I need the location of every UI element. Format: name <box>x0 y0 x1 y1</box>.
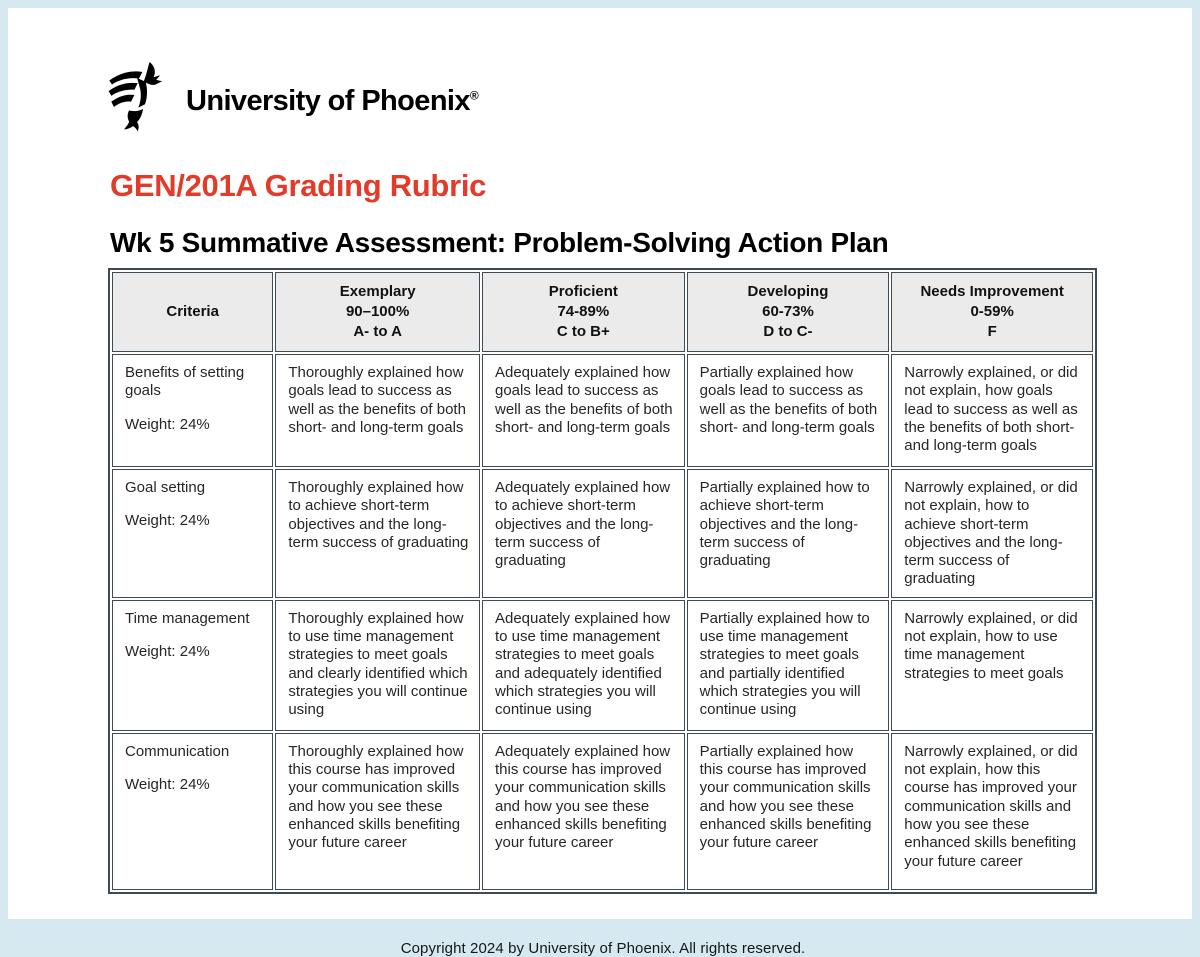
header-cell-exemplary: Exemplary 90–100% A- to A <box>275 272 480 352</box>
cell-exemplary: Thoroughly explained how goals lead to s… <box>275 354 480 467</box>
cell-proficient: Adequately explained how to achieve shor… <box>481 469 685 598</box>
column-title: Needs Improvement <box>920 283 1064 301</box>
cell-proficient: Adequately explained how to use time man… <box>481 599 685 731</box>
table-row-benefits-of-setting-goals: Benefits of setting goals Weight: 24% Th… <box>112 354 1093 467</box>
criterion-weight: Weight: 24% <box>125 776 210 794</box>
table-row-communication: Communication Weight: 24% Thoroughly exp… <box>112 732 1093 890</box>
criterion-cell: Goal setting Weight: 24% <box>112 469 274 598</box>
cell-proficient: Adequately explained how goals lead to s… <box>481 354 685 467</box>
criterion-name: Benefits of setting goals <box>125 364 245 400</box>
cell-needs-improvement: Narrowly explained, or did not explain, … <box>891 354 1093 467</box>
document-page: University of Phoenix® GEN/201A Grading … <box>8 8 1192 957</box>
cell-proficient: Adequately explained how this course has… <box>481 732 685 890</box>
registered-trademark-symbol: ® <box>469 87 479 102</box>
logo-wordmark: University of Phoenix® <box>186 84 479 118</box>
column-title: Proficient <box>548 283 618 301</box>
column-title: Criteria <box>166 303 219 321</box>
rubric-title: GEN/201A Grading Rubric <box>110 168 487 203</box>
column-title: Exemplary <box>339 283 416 301</box>
assessment-title: Wk 5 Summative Assessment: Problem-Solvi… <box>110 227 889 258</box>
column-range: 90–100% <box>345 303 410 321</box>
document-content: University of Phoenix® GEN/201A Grading … <box>108 60 1098 957</box>
criterion-weight: Weight: 24% <box>125 512 210 530</box>
column-range: 0-59% <box>970 303 1014 321</box>
cell-needs-improvement: Narrowly explained, or did not explain, … <box>891 732 1093 890</box>
cell-developing: Partially explained how to use time mana… <box>686 599 890 731</box>
table-row-goal-setting: Goal setting Weight: 24% Thoroughly expl… <box>112 469 1093 598</box>
table-header-row: Criteria Exemplary 90–100% A- to A Profi… <box>112 272 1093 352</box>
header-cell-criteria: Criteria <box>112 272 274 352</box>
column-grade: A- to A <box>353 322 402 340</box>
header-cell-needs-improvement: Needs Improvement 0-59% F <box>891 272 1093 352</box>
criterion-name: Communication <box>125 742 230 760</box>
column-grade: F <box>987 322 997 340</box>
criterion-cell: Time management Weight: 24% <box>112 599 274 731</box>
criterion-weight: Weight: 24% <box>125 643 210 661</box>
cell-developing: Partially explained how to achieve short… <box>686 469 890 598</box>
criterion-name: Time management <box>125 609 250 627</box>
cell-exemplary: Thoroughly explained how this course has… <box>275 732 480 890</box>
phoenix-icon <box>108 62 174 140</box>
criterion-cell: Communication Weight: 24% <box>112 732 274 890</box>
cell-developing: Partially explained how this course has … <box>686 732 890 890</box>
table-row-time-management: Time management Weight: 24% Thoroughly e… <box>112 599 1093 731</box>
copyright-notice: Copyright 2024 by University of Phoenix.… <box>400 939 806 957</box>
cell-exemplary: Thoroughly explained how to use time man… <box>275 599 480 731</box>
cell-developing: Partially explained how goals lead to su… <box>686 354 890 467</box>
criterion-cell: Benefits of setting goals Weight: 24% <box>112 354 274 467</box>
header-cell-developing: Developing 60-73% D to C- <box>686 272 890 352</box>
logo-name: University of Phoenix <box>186 84 471 117</box>
university-of-phoenix-logo: University of Phoenix® <box>108 60 1098 142</box>
header-cell-proficient: Proficient 74-89% C to B+ <box>481 272 685 352</box>
column-title: Developing <box>747 283 829 301</box>
column-grade: D to C- <box>763 322 813 340</box>
criterion-weight: Weight: 24% <box>125 415 210 433</box>
column-range: 74-89% <box>557 303 610 321</box>
column-grade: C to B+ <box>556 322 610 340</box>
page: { "colors": { "page_background": "#d6e9f… <box>8 8 1192 957</box>
criterion-name: Goal setting <box>125 479 206 496</box>
cell-needs-improvement: Narrowly explained, or did not explain, … <box>891 599 1093 731</box>
cell-exemplary: Thoroughly explained how to achieve shor… <box>275 469 480 598</box>
column-range: 60-73% <box>762 303 814 321</box>
grading-rubric-table: Criteria Exemplary 90–100% A- to A Profi… <box>108 268 1097 894</box>
cell-needs-improvement: Narrowly explained, or did not explain, … <box>891 469 1093 598</box>
